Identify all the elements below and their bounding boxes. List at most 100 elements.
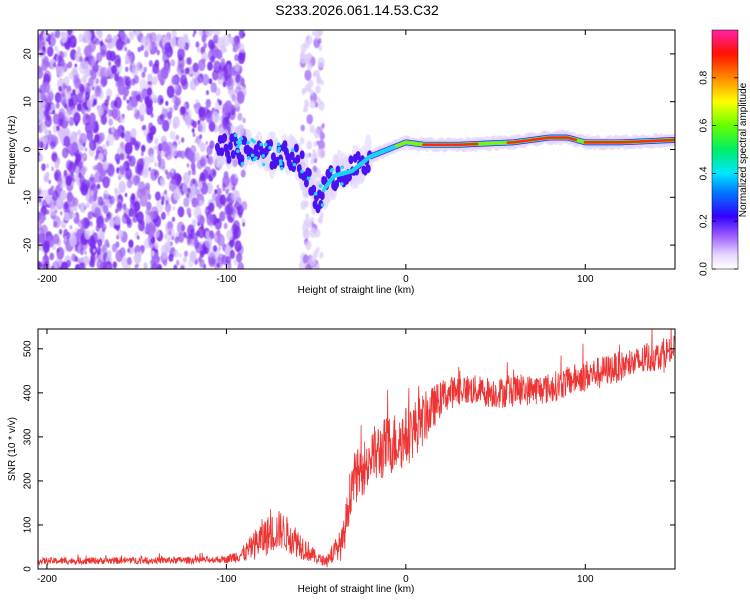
spectrogram-noise-blob	[44, 115, 52, 128]
spectrogram-noise-blob	[38, 153, 44, 162]
spectrogram-noise-blob	[312, 72, 316, 78]
spectrogram-noise-blob	[51, 166, 54, 171]
colorbar: 0.0 0.2 0.4 0.6 0.8 Normalized spectral ampl…	[699, 29, 749, 276]
spectrogram-noise-blob	[70, 231, 76, 240]
spectrogram-noise-blob	[309, 99, 316, 109]
spectrogram-noise-blob	[59, 211, 63, 216]
spectrogram-noise-blob	[185, 67, 190, 75]
spectrogram-noise-blob	[91, 35, 98, 45]
snr-ytick-label: 100	[23, 516, 34, 533]
spectrogram-noise-blob	[56, 197, 63, 208]
snr-ytick-label: 0	[23, 566, 34, 572]
spectrogram-ridge-outer	[222, 133, 228, 143]
spectrogram-ridge-spot	[290, 148, 295, 152]
spectrogram-noise-blob	[164, 233, 168, 240]
spectrogram-noise-blob	[170, 168, 175, 174]
spectrogram-noise-blob	[128, 31, 133, 38]
spectrogram-noise-blob	[300, 43, 307, 53]
spectrogram-noise-blob	[177, 140, 181, 145]
spectrogram-noise-blob	[201, 34, 207, 43]
spectrogram-noise-blob	[223, 47, 227, 53]
spectrogram-noise-blob	[143, 156, 151, 168]
spectrogram-noise-blob	[41, 45, 46, 52]
spectrogram-noise-blob	[154, 242, 159, 250]
spectrogram-noise-blob	[313, 153, 317, 159]
spectrogram-noise-blob	[165, 65, 171, 74]
spectrogram-noise-blob	[38, 233, 45, 246]
spectrogram-noise-blob	[95, 30, 99, 36]
spectrogram-noise-blob	[199, 155, 208, 168]
spectrogram-noise-blob	[137, 46, 142, 53]
spectrogram-noise-blob	[182, 172, 191, 185]
spectrogram-noise-blob	[321, 123, 325, 129]
spectrogram-noise-blob	[162, 119, 170, 132]
spectrogram-noise-blob	[234, 240, 242, 253]
spectrogram-noise-blob	[95, 60, 99, 65]
spectrogram-noise-blob	[52, 113, 60, 125]
spectrogram-noise-blob	[304, 69, 312, 81]
spectrogram-noise-blob	[204, 247, 209, 254]
spectrogram-ridge-outer	[230, 149, 236, 159]
spectrogram-noise-blob	[68, 35, 77, 48]
spectrogram-noise-blob	[119, 115, 125, 124]
spectrogram-noise-blob	[96, 86, 100, 94]
spectrogram-noise-blob	[219, 117, 223, 122]
spectrogram-noise-blob	[303, 99, 309, 107]
spectrogram-noise-blob	[219, 194, 227, 205]
spectrogram-noise-blob	[108, 61, 112, 67]
spectrogram-noise-blob	[237, 262, 245, 269]
spectrogram-noise-blob	[163, 259, 168, 267]
spectrogram-noise-blob	[52, 110, 56, 115]
spectrogram-ridge-spot	[239, 136, 244, 141]
spectrogram-noise-blob	[128, 239, 134, 249]
spectrogram-noise-blob	[315, 34, 320, 41]
spectrogram-noise-blob	[65, 175, 72, 186]
spectrogram-noise-blob	[138, 30, 143, 34]
spectrogram-noise-blob	[38, 123, 42, 131]
spectrogram-ridge-spot	[246, 156, 251, 160]
spectrogram-noise-blob	[87, 176, 96, 190]
spectrogram-ylabel: Frequency (Hz)	[7, 116, 18, 185]
spectrogram-noise-blob	[114, 73, 119, 82]
spectrogram-noise-blob	[91, 229, 95, 235]
spectrogram-noise-blob	[198, 59, 206, 72]
spectrogram-noise-blob	[306, 62, 313, 71]
spectrogram-noise-blob	[58, 108, 66, 120]
spectrogram-noise-blob	[226, 77, 235, 91]
spectrogram-noise-blob	[208, 78, 213, 85]
spectrogram-noise-blob	[303, 219, 307, 225]
spectrogram-noise-blob	[162, 51, 170, 64]
spectrogram-noise-blob	[71, 136, 76, 143]
spectrogram-noise-blob	[216, 49, 223, 60]
spectrogram-noise-blob	[174, 236, 180, 244]
spectrogram-noise-blob	[207, 156, 212, 164]
spectrogram-noise-blob	[210, 55, 215, 63]
spectrogram-noise-blob	[226, 229, 233, 241]
spectrogram-noise-blob	[69, 225, 73, 230]
spectrogram-noise-blob	[133, 30, 141, 37]
spectrogram-noise-blob	[132, 214, 138, 223]
spectrogram-noise-blob	[139, 194, 148, 207]
spectrogram-noise-blob	[84, 250, 87, 255]
spectrogram-noise-blob	[78, 33, 85, 43]
snr-series-line	[38, 329, 675, 568]
spectrogram-noise-blob	[198, 199, 203, 207]
spectrogram-noise-blob	[46, 209, 50, 215]
spectrogram-noise-blob	[73, 174, 76, 179]
spectrogram-noise-blob	[38, 188, 42, 196]
spectrogram-noise-blob	[131, 90, 136, 97]
spectrogram-ridge-outer	[347, 172, 353, 182]
spectrogram-noise-blob	[135, 110, 140, 117]
spectrogram-noise-blob	[43, 56, 49, 65]
spectrogram-noise-blob	[111, 127, 114, 133]
spectrogram-noise-blob	[126, 217, 132, 226]
spectrogram-ridge-spot	[261, 162, 266, 167]
spectrogram-noise-blob	[127, 247, 131, 254]
spectrogram-noise-blob	[143, 262, 148, 269]
spectrogram-noise-blob	[88, 141, 95, 151]
spectrogram-noise-blob	[212, 245, 218, 252]
spectrogram-noise-blob	[71, 253, 77, 262]
spectrogram-ridge-outer	[365, 164, 371, 174]
spectrogram-noise-blob	[182, 256, 187, 263]
